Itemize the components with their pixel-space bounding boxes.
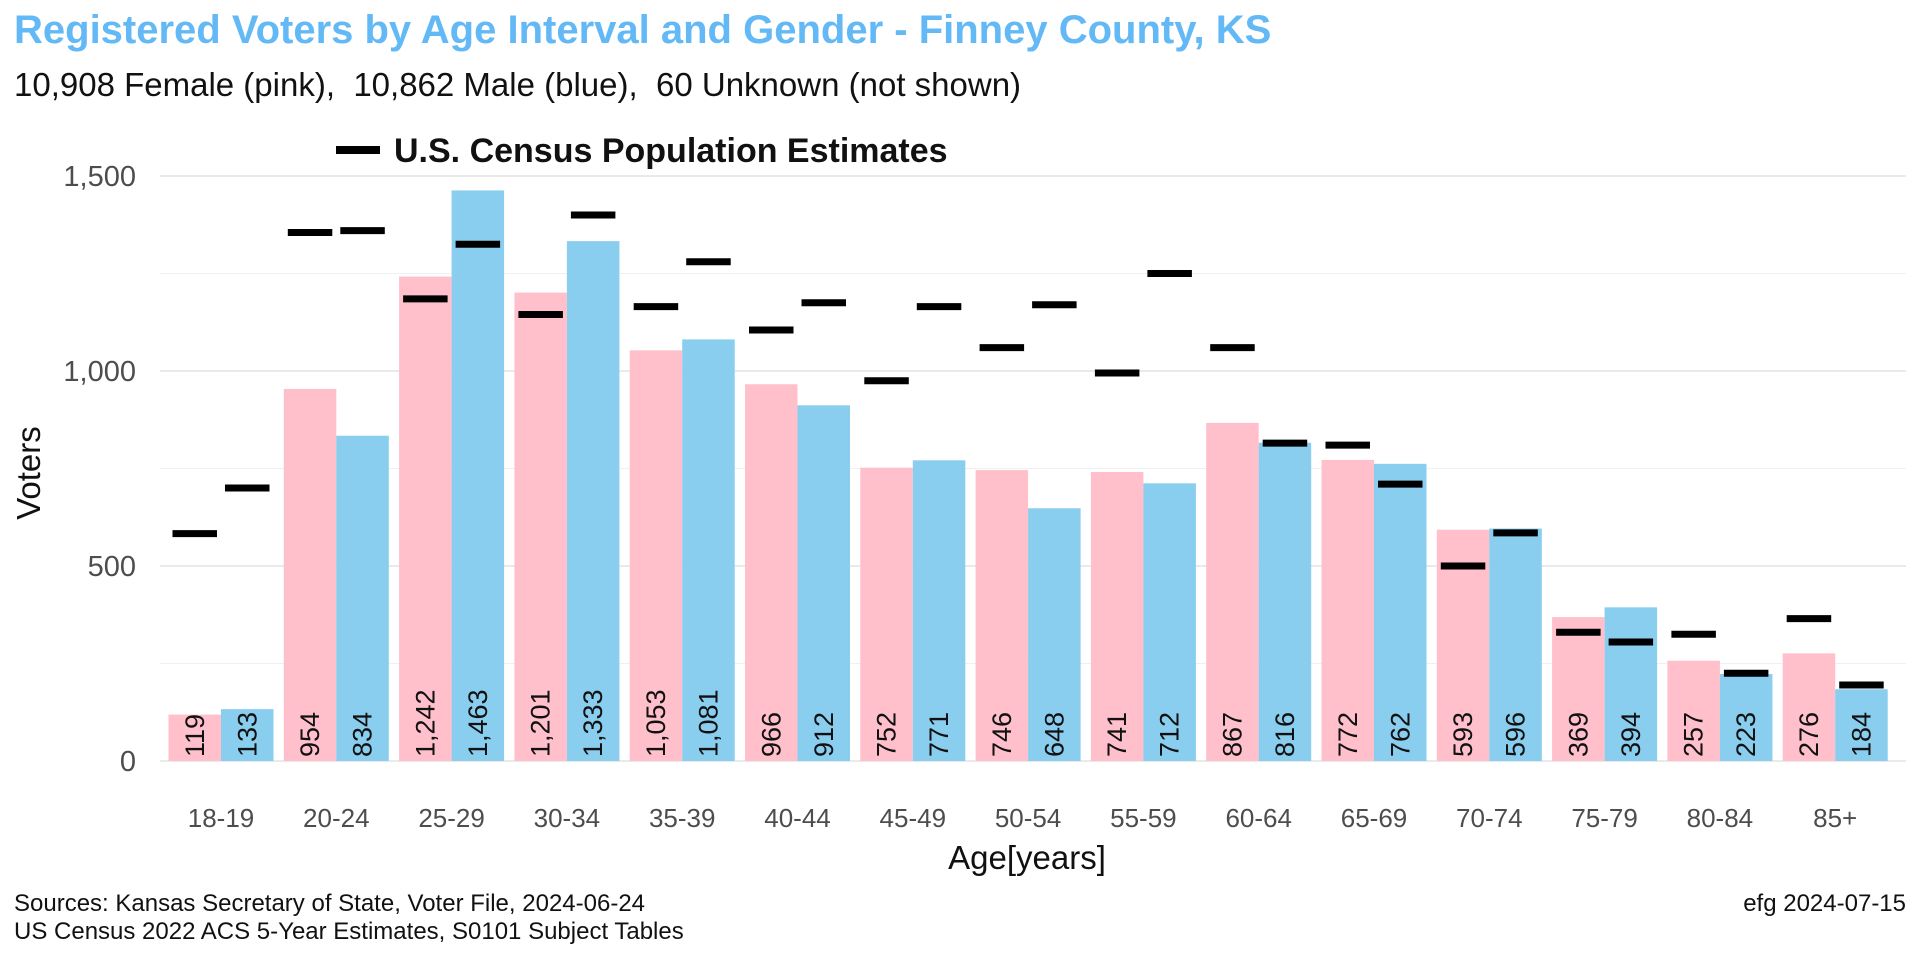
census-markers xyxy=(172,211,1884,689)
bar-male-18-19 xyxy=(221,709,274,761)
bar-label-male-75-79: 394 xyxy=(1616,712,1646,757)
bar-label-male-80-84: 223 xyxy=(1731,712,1761,757)
bar-labels: 119 133 954 834 1,242 1,463 1,201 1,333 1,053 1,0… xyxy=(180,689,1877,757)
bar-male-65-69 xyxy=(1374,463,1427,761)
y-tick-label: 0 xyxy=(120,746,136,778)
y-axis-title: Voters xyxy=(10,426,47,520)
chart-title: Registered Voters by Age Interval and Ge… xyxy=(14,8,1272,52)
x-tick-label: 70-74 xyxy=(1456,803,1523,833)
bar-label-female-60-64: 867 xyxy=(1217,712,1247,757)
bar-label-male-35-39: 1,081 xyxy=(693,689,723,757)
x-tick-label: 45-49 xyxy=(880,803,947,833)
x-tick-label: 30-34 xyxy=(534,803,601,833)
bar-male-85+ xyxy=(1835,689,1888,761)
bar-female-60-64 xyxy=(1206,422,1259,761)
y-tick-label: 1,500 xyxy=(63,161,136,193)
x-tick-label: 40-44 xyxy=(764,803,831,833)
axes: 0 500 1,000 1,500 18-19 20-24 25-29 30-34 35-39 4… xyxy=(63,161,1857,833)
bar-female-20-24 xyxy=(283,388,337,761)
bar-label-female-55-59: 741 xyxy=(1102,712,1132,757)
bar-male-60-64 xyxy=(1258,442,1312,761)
x-tick-label: 75-79 xyxy=(1571,803,1638,833)
x-axis-title: Age[years] xyxy=(948,839,1106,876)
bar-female-85+ xyxy=(1782,653,1836,761)
bar-label-male-55-59: 712 xyxy=(1155,712,1185,757)
bar-label-male-18-19: 133 xyxy=(232,712,262,757)
bar-label-female-18-19: 119 xyxy=(180,714,210,757)
legend-census-label: U.S. Census Population Estimates xyxy=(394,132,948,170)
bar-label-male-30-34: 1,333 xyxy=(578,689,608,757)
bar-female-65-69 xyxy=(1321,459,1374,761)
bar-label-female-20-24: 954 xyxy=(295,712,325,757)
x-tick-label: 20-24 xyxy=(303,803,370,833)
bar-label-female-45-49: 752 xyxy=(872,712,902,757)
bar-label-male-70-74: 596 xyxy=(1501,712,1531,757)
bar-male-70-74 xyxy=(1489,528,1542,761)
bar-label-male-65-69: 762 xyxy=(1385,712,1415,757)
x-tick-label: 80-84 xyxy=(1687,803,1754,833)
bar-label-male-50-54: 648 xyxy=(1039,712,1069,757)
bar-label-male-60-64: 816 xyxy=(1270,712,1300,757)
y-tick-label: 1,000 xyxy=(63,356,136,388)
bar-label-female-40-44: 966 xyxy=(756,712,786,757)
bar-female-55-59 xyxy=(1090,472,1144,761)
bar-male-40-44 xyxy=(797,405,850,761)
source-line-2: US Census 2022 ACS 5-Year Estimates, S01… xyxy=(14,918,684,945)
bar-label-female-35-39: 1,053 xyxy=(641,689,671,757)
legend: U.S. Census Population Estimates xyxy=(336,132,948,170)
bar-female-40-44 xyxy=(745,384,798,761)
bar-label-male-85+: 184 xyxy=(1846,712,1876,757)
bar-female-75-79 xyxy=(1552,617,1605,761)
bar-label-female-65-69: 772 xyxy=(1333,712,1363,757)
bar-male-45-49 xyxy=(912,460,966,761)
bar-label-female-30-34: 1,201 xyxy=(526,689,556,757)
bar-male-80-84 xyxy=(1719,674,1773,761)
bar-male-20-24 xyxy=(336,435,389,761)
bar-label-male-40-44: 912 xyxy=(809,712,839,757)
bar-female-30-34 xyxy=(514,292,567,761)
x-tick-label: 35-39 xyxy=(649,803,716,833)
bar-label-male-45-49: 771 xyxy=(924,712,954,757)
x-tick-label: 25-29 xyxy=(418,803,485,833)
bar-label-female-80-84: 257 xyxy=(1679,712,1709,757)
x-tick-label: 18-19 xyxy=(188,803,255,833)
bar-label-female-25-29: 1,242 xyxy=(410,689,440,757)
bar-label-male-20-24: 834 xyxy=(348,712,378,757)
bar-label-male-25-29: 1,463 xyxy=(463,689,493,757)
bar-male-50-54 xyxy=(1028,508,1081,761)
x-tick-label: 60-64 xyxy=(1225,803,1292,833)
credit-line: efg 2024-07-15 xyxy=(1743,890,1906,917)
bar-female-25-29 xyxy=(399,276,452,761)
y-tick-label: 500 xyxy=(88,551,136,583)
bar-male-25-29 xyxy=(451,190,505,761)
bar-female-50-54 xyxy=(975,470,1029,761)
bar-male-75-79 xyxy=(1604,607,1658,761)
bar-label-female-85+: 276 xyxy=(1794,712,1824,757)
x-tick-label: 55-59 xyxy=(1110,803,1177,833)
source-line-1: Sources: Kansas Secretary of State, Vote… xyxy=(14,890,646,917)
bar-female-35-39 xyxy=(629,350,683,761)
bar-female-18-19 xyxy=(168,714,221,761)
bar-male-55-59 xyxy=(1143,483,1196,761)
x-tick-label: 85+ xyxy=(1813,803,1857,833)
bar-label-female-70-74: 593 xyxy=(1448,712,1478,757)
bar-female-80-84 xyxy=(1667,660,1720,761)
bar-male-30-34 xyxy=(566,241,620,761)
bars xyxy=(168,190,1888,761)
bar-label-female-75-79: 369 xyxy=(1563,712,1593,757)
bar-male-35-39 xyxy=(682,339,735,761)
bar-female-45-49 xyxy=(860,467,913,761)
chart-subtitle: 10,908 Female (pink), 10,862 Male (blue)… xyxy=(14,66,1022,103)
bar-label-female-50-54: 746 xyxy=(987,712,1017,757)
x-tick-label: 50-54 xyxy=(995,803,1062,833)
x-tick-label: 65-69 xyxy=(1341,803,1408,833)
